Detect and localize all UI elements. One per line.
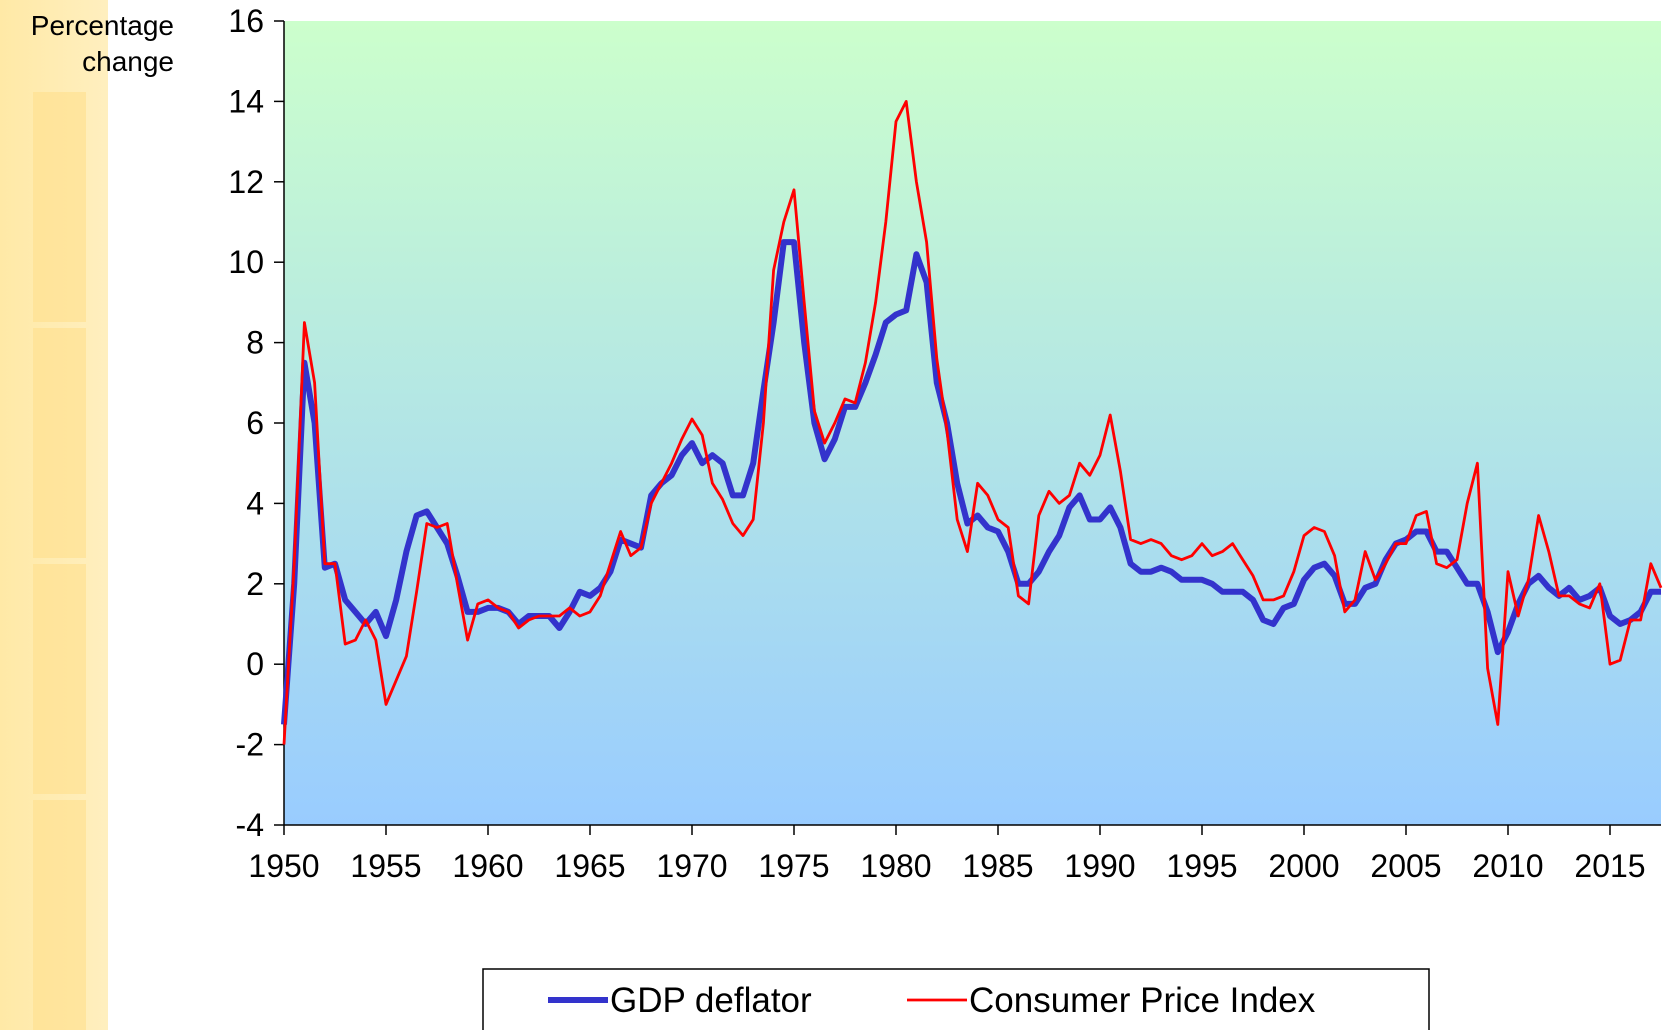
stripe-block <box>33 564 86 794</box>
x-tick-label: 1985 <box>962 848 1033 884</box>
y-tick-label: 16 <box>228 3 264 39</box>
x-tick-label: 1970 <box>656 848 727 884</box>
y-tick-label: 14 <box>228 83 264 119</box>
x-tick-label: 2015 <box>1574 848 1645 884</box>
x-tick-label: 1965 <box>554 848 625 884</box>
y-tick-label: 12 <box>228 164 264 200</box>
stripe-block <box>33 800 86 1030</box>
plot-area <box>284 21 1661 825</box>
x-tick-label: 1980 <box>860 848 931 884</box>
x-tick-label: 2010 <box>1472 848 1543 884</box>
y-tick-label: 6 <box>246 405 264 441</box>
y-tick-label: 0 <box>246 646 264 682</box>
y-tick-label: 4 <box>246 485 264 521</box>
x-tick-label: 1975 <box>758 848 829 884</box>
x-tick-label: 2000 <box>1268 848 1339 884</box>
stripe-block <box>33 92 86 322</box>
y-tick-label: 10 <box>228 244 264 280</box>
y-tick-label: -4 <box>236 807 264 843</box>
x-tick-label: 1995 <box>1166 848 1237 884</box>
y-tick-label: -2 <box>236 727 264 763</box>
legend-label: Consumer Price Index <box>969 981 1316 1020</box>
x-tick-label: 2005 <box>1370 848 1441 884</box>
x-tick-label: 1960 <box>452 848 523 884</box>
x-tick-label: 1955 <box>350 848 421 884</box>
stripe-block <box>33 328 86 558</box>
x-tick-label: 1950 <box>248 848 319 884</box>
y-tick-label: 2 <box>246 566 264 602</box>
legend-label: GDP deflator <box>610 981 812 1020</box>
y-axis-label: Percentage change <box>30 10 174 77</box>
series-line <box>282 100 1663 745</box>
y-tick-label: 8 <box>246 325 264 361</box>
x-tick-label: 1990 <box>1064 848 1135 884</box>
